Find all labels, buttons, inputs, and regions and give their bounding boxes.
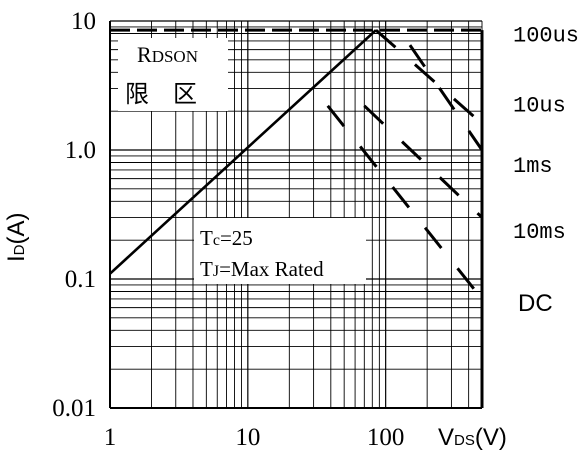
y-axis-label: ID(A) [3, 212, 30, 262]
plot-frame [109, 20, 482, 409]
y-tick-label: 0.1 [65, 266, 96, 293]
pulse-line-10us [408, 44, 484, 151]
rdson-label-line1: RDSON [137, 42, 198, 67]
pulse-line-1ms [363, 104, 484, 219]
conditions-label-bg [194, 218, 366, 284]
rdson-label-line2: 限 区 [125, 81, 197, 108]
x-axis-label: VDS(V) [438, 424, 507, 451]
condition-tc: Tc=25 [200, 226, 253, 250]
right-label-10us: 10us [513, 93, 566, 118]
x-tick-label: 100 [367, 424, 405, 451]
right-label-10ms: 10ms [513, 220, 566, 245]
x-tick-labels: 1 10 100 [104, 424, 405, 451]
right-label-1ms: 1ms [513, 154, 553, 179]
rdson-limit-line [109, 29, 377, 275]
rdson-label-bg [118, 38, 228, 111]
pulse-series [326, 28, 484, 300]
rdson-main: R [137, 42, 152, 67]
y-tick-labels: 10 1.0 0.1 0.01 [52, 8, 96, 422]
right-label-DC: DC [518, 290, 553, 317]
pulse-line-10ms [326, 104, 484, 300]
right-labels: 100us 10us 1ms 10ms DC [513, 24, 579, 318]
y-tick-label: 1.0 [65, 137, 96, 164]
condition-tj: TJ=Max Rated [200, 257, 324, 281]
x-tick-label: 1 [104, 424, 117, 451]
right-label-100us: 100us [513, 24, 579, 49]
rdson-sub: DSON [152, 47, 198, 66]
limit-lines [109, 28, 484, 408]
x-tick-label: 10 [235, 424, 260, 451]
pulse-line-100us [374, 28, 483, 125]
y-tick-label: 10 [71, 8, 96, 35]
y-tick-label: 0.01 [52, 395, 96, 422]
rdson-label: RDSON 限 区 [118, 38, 228, 111]
conditions-label: Tc=25 TJ=Max Rated [194, 218, 366, 284]
